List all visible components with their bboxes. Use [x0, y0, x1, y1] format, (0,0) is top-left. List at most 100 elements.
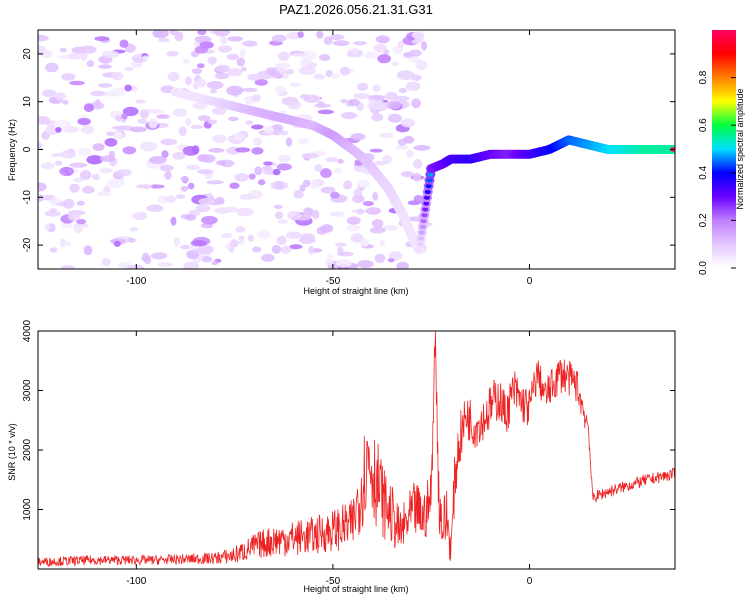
noise-blob [397, 40, 405, 49]
snr-y-tick-label: 2000 [22, 438, 33, 461]
noise-blob [94, 36, 110, 42]
noise-blob [386, 100, 402, 110]
noise-blob [197, 30, 207, 36]
noise-blob [115, 169, 132, 177]
noise-blob [369, 148, 383, 153]
noise-blob [387, 258, 395, 263]
noise-blob [229, 182, 240, 189]
noise-blob [254, 79, 268, 86]
noise-blob [196, 63, 205, 69]
noise-blob [257, 230, 271, 239]
noise-blob [122, 146, 137, 155]
noise-blob [83, 245, 93, 256]
noise-blob [38, 142, 43, 150]
noise-blob [277, 154, 291, 163]
noise-blob [251, 94, 261, 103]
noise-blob [308, 245, 315, 255]
noise-blob [293, 189, 304, 199]
noise-blob [275, 85, 286, 95]
noise-blob [210, 88, 218, 94]
noise-blob [165, 195, 176, 203]
noise-blob [271, 34, 287, 43]
noise-blob [49, 208, 58, 214]
noise-blob [68, 212, 81, 221]
noise-blob [241, 87, 258, 92]
noise-blob [156, 114, 170, 119]
noise-blob [303, 94, 320, 104]
noise-blob [142, 55, 149, 60]
noise-blob [317, 109, 335, 115]
noise-blob [77, 147, 92, 157]
noise-blob [247, 73, 262, 81]
heatmap-x-ticks: -100 -50 0 [126, 30, 533, 287]
noise-blob [314, 164, 323, 172]
noise-blob [160, 138, 178, 146]
noise-blob [400, 118, 415, 128]
noise-blob [200, 154, 216, 163]
noise-blob [185, 76, 192, 86]
noise-blob [106, 131, 115, 136]
colorbar-gradient [712, 30, 736, 268]
noise-blob [119, 39, 129, 48]
noise-blob [371, 113, 384, 122]
noise-blob [326, 254, 335, 259]
noise-blob [212, 134, 227, 144]
noise-blob [206, 81, 224, 90]
heatmap-y-tick-label: -20 [22, 237, 33, 252]
noise-blob [157, 37, 170, 43]
noise-blob [172, 108, 188, 117]
noise-blob [194, 35, 212, 44]
noise-blob [73, 177, 84, 183]
noise-blob [311, 209, 320, 220]
noise-blob [321, 187, 329, 194]
noise-blob [278, 130, 289, 136]
noise-blob [359, 238, 369, 248]
heatmap-xlabel: Height of straight line (km) [303, 286, 408, 296]
noise-blob [341, 111, 358, 120]
noise-blob [220, 36, 227, 45]
noise-blob [183, 261, 199, 269]
noise-blob [403, 52, 415, 57]
noise-blob [383, 225, 399, 231]
noise-blob [206, 180, 224, 185]
noise-blob [396, 70, 415, 80]
heatmap-panel: -100 -50 0 20 10 0 -10 -20 [22, 29, 676, 287]
noise-blob [80, 125, 95, 135]
noise-blob [300, 233, 316, 241]
noise-blob [86, 155, 103, 165]
noise-blob [377, 54, 391, 64]
noise-blob [285, 137, 293, 147]
noise-blob [207, 56, 217, 65]
noise-blob [334, 242, 347, 247]
snr-x-tick-label: -100 [126, 576, 146, 587]
heatmap-y-tick-label: 0 [22, 146, 33, 152]
noise-blob [214, 30, 230, 37]
noise-blob [227, 36, 244, 42]
noise-blob [206, 192, 213, 198]
snr-ylabel: SNR (10 * v/v) [7, 423, 17, 481]
noise-blob [60, 150, 77, 159]
noise-blob [408, 55, 421, 64]
noise-blob [44, 210, 61, 217]
noise-blob [405, 149, 414, 158]
snr-x-tick-label: -50 [326, 576, 341, 587]
noise-blob [150, 184, 165, 189]
snr-y-tick-label: 1000 [22, 498, 33, 521]
noise-blob [182, 146, 199, 156]
noise-blob [352, 194, 365, 203]
noise-blob [277, 51, 290, 62]
ridge-point [426, 178, 433, 183]
noise-blob [379, 132, 394, 139]
noise-blob [178, 126, 187, 136]
noise-blob [316, 30, 324, 39]
noise-blob [197, 169, 214, 175]
snr-line [38, 331, 675, 568]
noise-blob [211, 260, 218, 266]
noise-blob [212, 107, 227, 116]
noise-blob [42, 89, 57, 98]
colorbar-ticks: 0.0 0.2 0.4 0.6 0.8 [698, 70, 736, 275]
noise-blob [372, 84, 381, 92]
noise-blob [325, 258, 334, 266]
noise-blob [221, 232, 233, 239]
noise-blob [397, 138, 407, 146]
